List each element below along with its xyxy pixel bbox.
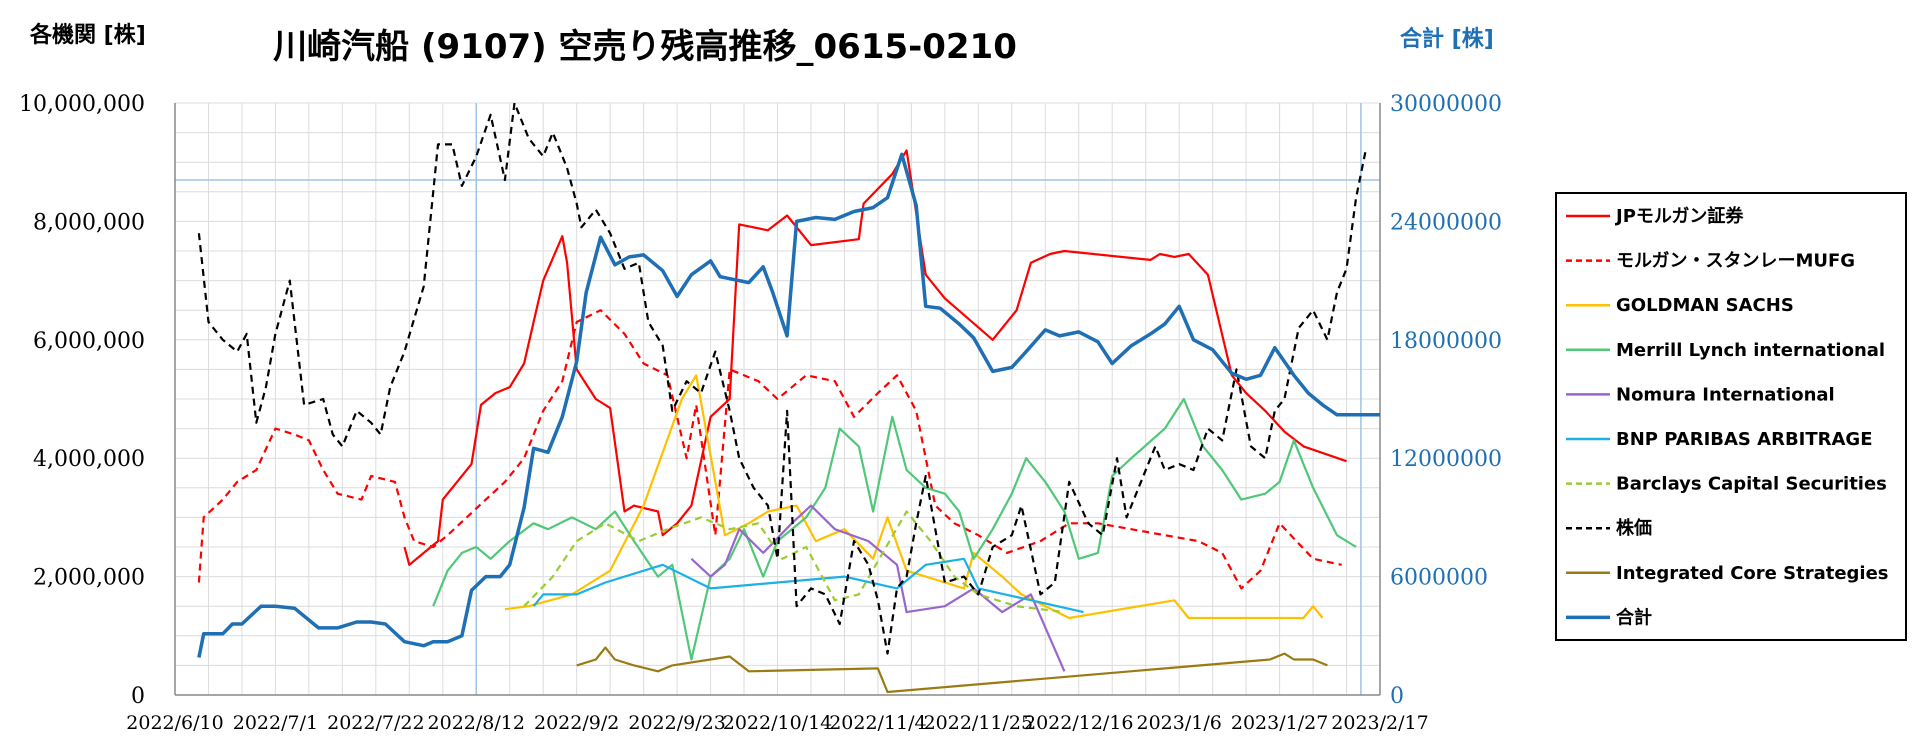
chart-title: 川崎汽船 (9107) 空売り残高推移_0615-0210 [273, 27, 1017, 67]
legend-label: JPモルガン証券 [1614, 205, 1744, 227]
series-line-BNP PARIBAS ARBITRAGE [532, 557, 1084, 614]
axes [174, 103, 1381, 696]
legend-label: Nomura International [1616, 384, 1835, 405]
y-tick-label: 6,000,000 [33, 329, 145, 354]
x-tick-label: 2022/10/14 [723, 712, 833, 734]
right-axis-unit-label: 合計 [株] [1400, 26, 1494, 52]
legend-label: 合計 [1616, 606, 1652, 628]
y-tick-label: 4,000,000 [33, 447, 145, 472]
right-axis-ticks: 0 6000000 12000000 18000000 24000000 30000000 [1390, 92, 1502, 709]
legend-label: Barclays Capital Securities [1616, 474, 1887, 495]
y2-tick-label: 12000000 [1390, 447, 1502, 472]
x-tick-label: 2023/1/6 [1136, 712, 1221, 734]
x-tick-label: 2022/7/1 [233, 712, 318, 734]
series-line-GOLDMAN SACHS [504, 374, 1324, 620]
series-lines [197, 101, 1380, 694]
x-tick-label: 2022/11/4 [829, 712, 926, 734]
y2-tick-label: 6000000 [1390, 566, 1488, 591]
x-tick-label: 2022/12/16 [1024, 712, 1134, 734]
x-axis-ticks: 2022/6/10 2022/7/1 2022/7/22 2022/8/12 2022/… [126, 712, 1428, 734]
y2-tick-label: 0 [1390, 684, 1404, 709]
x-tick-label: 2022/9/2 [534, 712, 619, 734]
y-tick-label: 2,000,000 [33, 566, 145, 591]
legend-label: 株価 [1616, 517, 1652, 539]
series-line-モルガン・スタンレーMUFG [197, 309, 1342, 590]
x-tick-label: 2022/8/12 [428, 712, 525, 734]
y2-tick-label: 24000000 [1390, 210, 1502, 235]
x-tick-label: 2022/11/25 [924, 712, 1034, 734]
x-tick-label: 2022/7/22 [327, 712, 424, 734]
y-tick-label: 10,000,000 [19, 92, 145, 117]
legend-label: BNP PARIBAS ARBITRAGE [1616, 429, 1873, 450]
series-line-合計 [197, 152, 1380, 658]
x-tick-label: 2022/9/23 [628, 712, 725, 734]
series-line-Nomura International [690, 504, 1066, 672]
x-tick-label: 2023/1/27 [1231, 712, 1328, 734]
legend-label: Merrill Lynch international [1616, 340, 1885, 361]
y2-tick-label: 30000000 [1390, 92, 1502, 117]
legend-label: モルガン・スタンレーMUFG [1616, 251, 1855, 272]
legend-box [1555, 192, 1907, 641]
left-axis-unit-label: 各機関 [株] [29, 22, 146, 48]
y-tick-label: 0 [131, 684, 145, 709]
series-line-Barclays Capital Securities [523, 510, 1065, 614]
legend-label: Integrated Core Strategies [1616, 563, 1889, 584]
y2-tick-label: 18000000 [1390, 329, 1502, 354]
series-line-JPモルガン証券 [403, 149, 1347, 566]
series-line-Integrated Core Strategies [576, 646, 1328, 694]
x-tick-label: 2022/6/10 [126, 712, 223, 734]
x-tick-label: 2023/2/17 [1331, 712, 1428, 734]
y-tick-label: 8,000,000 [33, 210, 145, 235]
legend-label: GOLDMAN SACHS [1616, 295, 1794, 316]
series-line-Merrill Lynch international [432, 397, 1357, 661]
series-line-株価 [197, 101, 1367, 655]
left-axis-ticks: 0 2,000,000 4,000,000 6,000,000 8,000,000 10,… [19, 92, 145, 709]
